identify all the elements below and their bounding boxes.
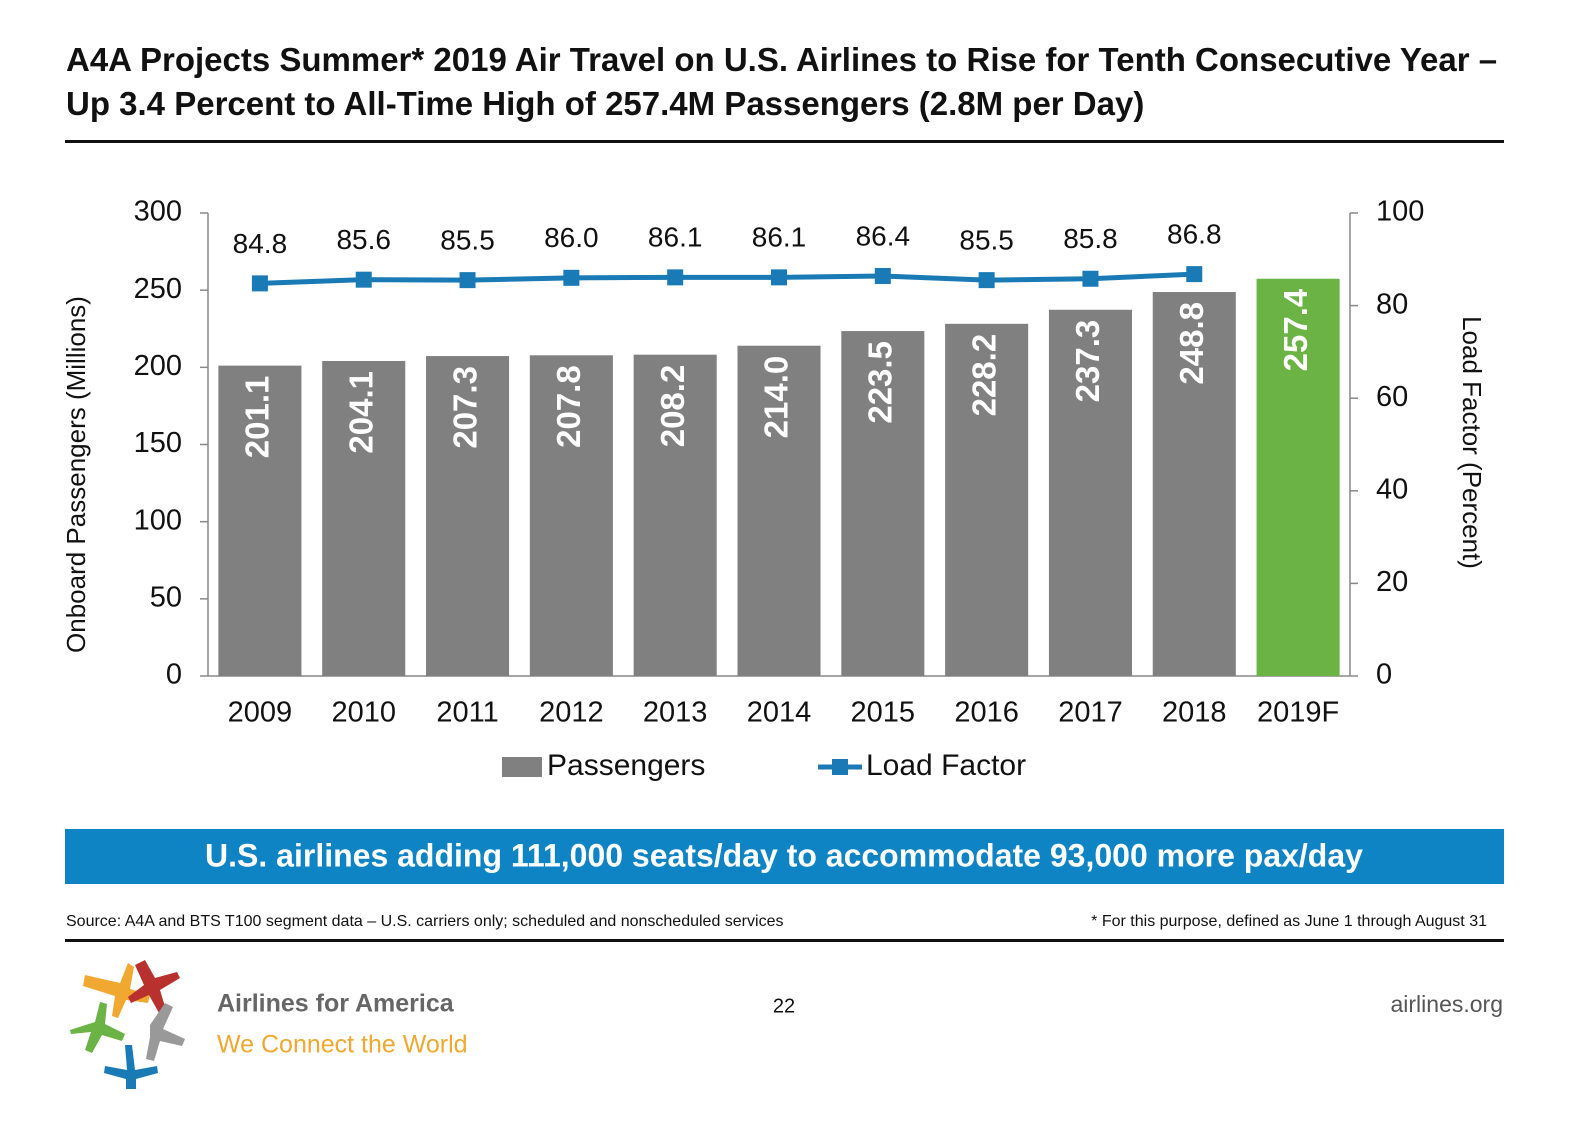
line-marker <box>1082 270 1099 287</box>
x-tick-label: 2009 <box>228 697 293 729</box>
y-tick-label: 0 <box>166 659 182 691</box>
bar-label: 223.5 <box>862 341 899 424</box>
line-label: 85.5 <box>959 225 1014 256</box>
line-marker <box>251 275 268 292</box>
x-tick-label: 2014 <box>747 697 812 729</box>
y-tick-label: 250 <box>134 273 182 305</box>
logo-plane <box>104 1045 158 1089</box>
brand: Airlines for America <box>217 990 455 1018</box>
logo-plane <box>146 1003 185 1061</box>
y2-tick-label: 80 <box>1376 288 1408 320</box>
bar <box>945 323 1029 676</box>
x-tick-label: 2011 <box>436 697 498 729</box>
line-marker <box>874 267 891 284</box>
bar <box>426 356 510 676</box>
footnote: * For this purpose, defined as June 1 th… <box>1091 913 1487 930</box>
line-marker <box>563 269 580 286</box>
line-label: 84.8 <box>233 228 288 259</box>
tagline: We Connect the World <box>217 1031 468 1059</box>
legend-label: Passengers <box>547 749 705 782</box>
x-tick-label: 2010 <box>331 697 396 729</box>
bar <box>322 361 406 676</box>
line <box>259 271 1195 286</box>
line-label: 86.0 <box>544 222 599 253</box>
bar-label: 201.1 <box>239 376 276 459</box>
y-tick-label: 200 <box>134 350 182 382</box>
logo-plane <box>83 963 150 1018</box>
line-marker <box>667 269 684 286</box>
bar-label: 214.0 <box>758 356 795 439</box>
y2-tick-label: 20 <box>1376 566 1408 598</box>
logo-plane <box>70 1002 125 1053</box>
source: Source: A4A and BTS T100 segment data – … <box>66 913 783 930</box>
bar <box>841 331 925 676</box>
bar-label: 208.2 <box>654 365 691 448</box>
footer-rule <box>65 939 1504 942</box>
x-tick-label: 2019F <box>1257 697 1339 729</box>
y2-tick-label: 0 <box>1376 659 1392 691</box>
bar <box>1048 309 1132 676</box>
x-tick-label: 2018 <box>1162 697 1227 729</box>
line-label: 86.1 <box>752 222 807 253</box>
title-rule <box>65 140 1504 143</box>
legend-swatch <box>832 759 848 775</box>
legend-swatch <box>502 757 542 777</box>
y-axis-label: Onboard Passengers (Millions) <box>61 296 91 653</box>
x-tick-label: 2015 <box>851 697 916 729</box>
x-tick-label: 2013 <box>643 697 708 729</box>
line-label: 86.8 <box>1167 219 1222 250</box>
line-label: 85.8 <box>1063 223 1118 254</box>
bar-label: 207.8 <box>550 365 587 448</box>
x-tick-label: 2016 <box>954 697 1019 729</box>
line-label: 85.5 <box>440 225 495 256</box>
line-marker <box>978 272 995 289</box>
y-tick-label: 50 <box>150 581 182 613</box>
bar-label: 228.2 <box>965 334 1002 417</box>
bar-label: 237.3 <box>1069 320 1106 403</box>
site: airlines.org <box>1391 991 1504 1017</box>
bar <box>529 355 613 676</box>
bar-label: 207.3 <box>446 366 483 449</box>
bar <box>1256 278 1340 676</box>
bar <box>218 365 302 676</box>
line-marker <box>1186 266 1203 283</box>
bar <box>737 345 821 676</box>
bar-label: 257.4 <box>1277 288 1314 371</box>
y2-tick-label: 100 <box>1376 196 1424 228</box>
line-label: 86.1 <box>648 222 703 253</box>
y-tick-label: 150 <box>134 427 182 459</box>
line-marker <box>771 269 787 286</box>
line-label: 86.4 <box>856 220 911 251</box>
title: A4A Projects Summer* 2019 Air Travel on … <box>66 41 1498 122</box>
x-tick-label: 2012 <box>539 697 604 729</box>
bar-label: 204.1 <box>342 371 379 454</box>
y2-tick-label: 60 <box>1376 381 1408 413</box>
line-label: 85.6 <box>336 224 391 255</box>
x-tick-label: 2017 <box>1058 697 1123 729</box>
page-number: 22 <box>773 995 795 1017</box>
logo-plane <box>128 960 180 1013</box>
y2-tick-label: 40 <box>1376 473 1408 505</box>
bar <box>1152 292 1236 676</box>
line-marker <box>355 271 372 288</box>
logo <box>70 960 185 1089</box>
y-tick-label: 100 <box>134 504 182 536</box>
y2-axis-label: Load Factor (Percent) <box>1457 316 1487 569</box>
bar <box>633 354 717 676</box>
banner-text: U.S. airlines adding 111,000 seats/day t… <box>205 837 1363 873</box>
legend-label: Load Factor <box>866 749 1026 782</box>
y-tick-label: 300 <box>134 196 182 228</box>
bar-label: 248.8 <box>1173 302 1210 385</box>
line-marker <box>459 272 476 289</box>
banner-box <box>65 829 1504 884</box>
